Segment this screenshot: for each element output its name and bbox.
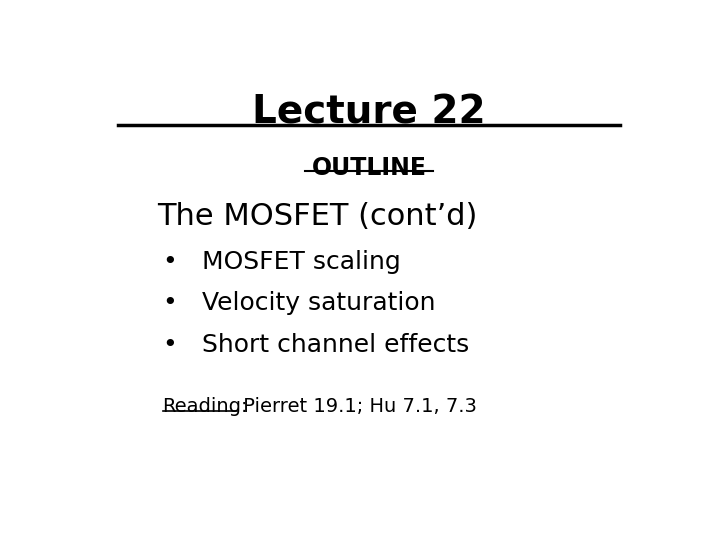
Text: •: • (163, 250, 177, 274)
Text: MOSFET scaling: MOSFET scaling (202, 250, 400, 274)
Text: •: • (163, 333, 177, 357)
Text: Velocity saturation: Velocity saturation (202, 292, 435, 315)
Text: Lecture 22: Lecture 22 (252, 94, 486, 132)
Text: Pierret 19.1; Hu 7.1, 7.3: Pierret 19.1; Hu 7.1, 7.3 (237, 397, 477, 416)
Text: Reading:: Reading: (163, 397, 248, 416)
Text: •: • (163, 292, 177, 315)
Text: The MOSFET (cont’d): The MOSFET (cont’d) (157, 202, 477, 231)
Text: Short channel effects: Short channel effects (202, 333, 469, 357)
Text: OUTLINE: OUTLINE (312, 156, 426, 180)
